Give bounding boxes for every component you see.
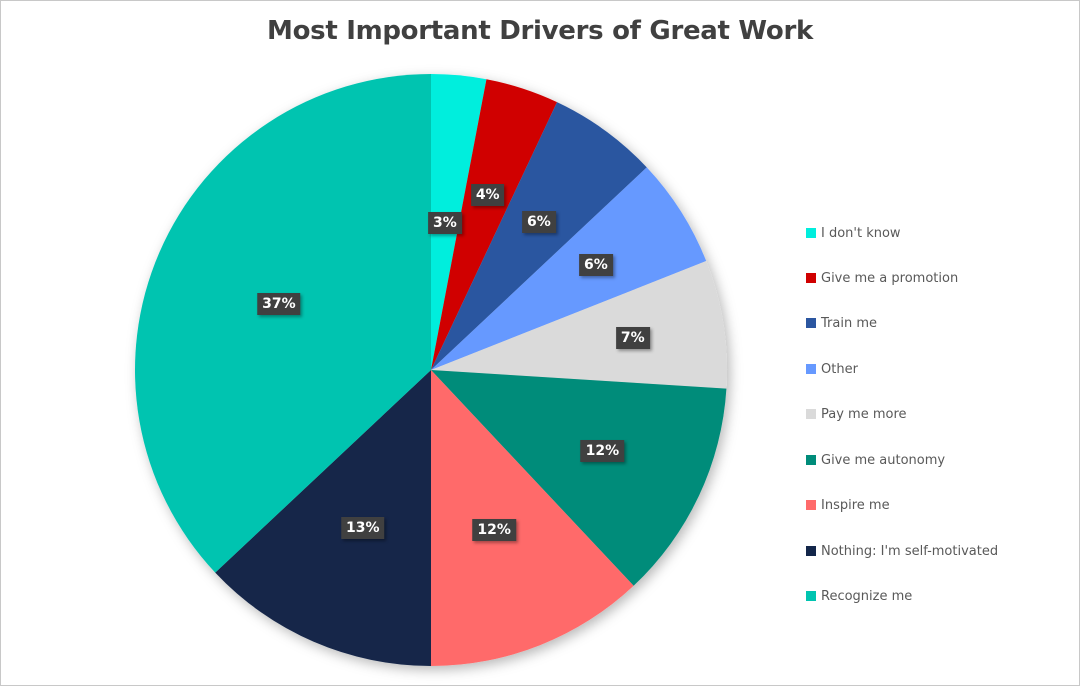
data-label: 4% bbox=[470, 184, 505, 207]
pie-slice[interactable] bbox=[431, 370, 727, 586]
legend-label: Pay me more bbox=[821, 406, 907, 422]
data-label: 12% bbox=[472, 518, 516, 541]
chart-title: Most Important Drivers of Great Work bbox=[267, 16, 813, 46]
legend-label: Nothing: I'm self-motivated bbox=[821, 543, 999, 559]
legend-swatch-icon bbox=[806, 455, 816, 465]
legend-swatch-icon bbox=[806, 591, 816, 601]
legend-swatch-icon bbox=[806, 364, 816, 374]
legend-label: Recognize me bbox=[821, 588, 913, 604]
data-label: 3% bbox=[428, 211, 462, 234]
pie-slice[interactable] bbox=[431, 102, 647, 370]
data-label: 13% bbox=[341, 516, 385, 539]
data-label: 6% bbox=[579, 254, 613, 277]
legend-item[interactable]: Nothing: I'm self-motivated bbox=[806, 542, 998, 560]
pie-slice[interactable] bbox=[431, 79, 558, 370]
legend-swatch-icon bbox=[806, 500, 816, 510]
legend-label: I don't know bbox=[821, 225, 901, 241]
legend-item[interactable]: Pay me more bbox=[806, 405, 907, 423]
legend-item[interactable]: Inspire me bbox=[806, 496, 890, 514]
pie-slices bbox=[134, 73, 727, 666]
pie-slice[interactable] bbox=[431, 261, 727, 389]
data-label: 7% bbox=[615, 327, 650, 350]
data-label: 37% bbox=[257, 293, 301, 316]
pie-slice[interactable] bbox=[215, 370, 431, 666]
legend-swatch-icon bbox=[806, 273, 816, 283]
legend-swatch-icon bbox=[806, 318, 816, 328]
legend-label: Other bbox=[821, 361, 858, 377]
legend-swatch-icon bbox=[806, 228, 816, 238]
legend-label: Inspire me bbox=[821, 497, 890, 513]
data-label: 6% bbox=[521, 210, 556, 233]
legend-item[interactable]: Give me a promotion bbox=[806, 269, 958, 287]
pie-slice[interactable] bbox=[431, 370, 634, 666]
legend-item[interactable]: Other bbox=[806, 360, 858, 378]
legend-label: Give me a promotion bbox=[821, 270, 959, 286]
legend-swatch-icon bbox=[806, 409, 816, 419]
legend-item[interactable]: Train me bbox=[806, 314, 877, 332]
legend-swatch-icon bbox=[806, 546, 816, 556]
data-label: 12% bbox=[580, 439, 625, 462]
legend-label: Give me autonomy bbox=[821, 452, 946, 468]
pie-slice[interactable] bbox=[134, 73, 431, 573]
legend-item[interactable]: Recognize me bbox=[806, 587, 912, 605]
legend-label: Train me bbox=[821, 315, 877, 331]
pie-slice[interactable] bbox=[431, 167, 707, 370]
legend-item[interactable]: I don't know bbox=[806, 224, 901, 242]
legend-item[interactable]: Give me autonomy bbox=[806, 451, 945, 469]
